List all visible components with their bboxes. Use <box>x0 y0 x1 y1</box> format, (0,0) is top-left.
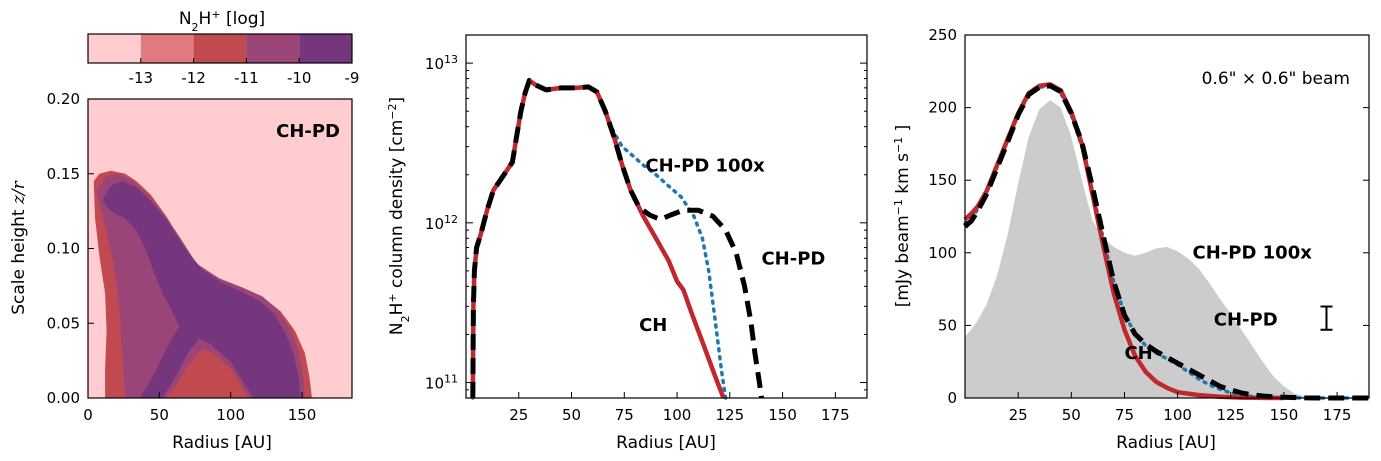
x-tick-label: 75 <box>615 406 634 424</box>
y-tick-label: 0.05 <box>47 314 80 332</box>
x-tick-label: 50 <box>562 406 581 424</box>
colorbar-cell <box>140 34 194 63</box>
series-line <box>470 77 764 399</box>
x-tick-label: 75 <box>1115 406 1134 424</box>
x-tick-label: 175 <box>821 406 850 424</box>
y-tick-label: 150 <box>928 171 957 189</box>
x-tick-label: 50 <box>150 406 169 424</box>
y-tick-label: 250 <box>928 26 957 44</box>
intensity-panel: 25 50 75 100 125 150 175 0 50 100 150 200 250 CH-PD … <box>892 26 1371 453</box>
series-annotation: CH <box>639 315 667 336</box>
colorbar-frame <box>87 33 353 64</box>
series-annotation: CH-PD 100x <box>645 155 765 176</box>
series-annotation: CH-PD 100x <box>1193 243 1313 264</box>
colorbar-label: N2H+ [log] <box>179 8 265 34</box>
column-density-ylabel: N2H+ column density [cm−2] <box>386 97 412 335</box>
colorbar-cell <box>299 34 352 63</box>
y-tick-label: 0.00 <box>47 389 80 407</box>
series-annotation: CH <box>1124 343 1152 364</box>
x-tick-label: 25 <box>509 406 528 424</box>
heatmap-panel: 0 50 100 150 0.00 0.05 0.10 0.15 0.20 CH-PD Radi… <box>9 90 353 453</box>
contour-region <box>102 181 301 398</box>
series-annotation: CH-PD <box>1214 309 1278 330</box>
column-density-xlabel: Radius [AU] <box>616 433 716 453</box>
y-tick-label: 1013 <box>425 53 458 74</box>
colorbar-cell <box>88 34 141 63</box>
x-tick-label: 150 <box>768 406 797 424</box>
colorbar-tick-label: -13 <box>129 69 154 87</box>
x-tick-label: 25 <box>1009 406 1028 424</box>
heatmap-annotation: CH-PD <box>276 121 340 142</box>
x-tick-label: 125 <box>1216 406 1245 424</box>
x-tick-label: 175 <box>1323 406 1352 424</box>
y-tick-label: 0.15 <box>47 165 80 183</box>
x-tick-label: 100 <box>216 406 245 424</box>
y-tick-label: 50 <box>938 316 957 334</box>
heatmap-ylabel: Scale height z/r <box>9 180 29 314</box>
column-density-frame <box>465 34 868 399</box>
y-tick-label: 0.10 <box>47 240 80 258</box>
y-tick-label: 100 <box>928 244 957 262</box>
intensity-xlabel: Radius [AU] <box>1116 433 1216 453</box>
intensity-ylabel: [mJy beam−1 km s−1 ] <box>892 125 914 307</box>
colorbar-tick-label: -12 <box>181 69 206 87</box>
x-tick-label: 50 <box>1062 406 1081 424</box>
colorbar-tick-label: -11 <box>234 69 259 87</box>
column-density-panel: 25 50 75 100 125 150 175 1011 1012 1013 CH-PD 100… <box>386 34 868 453</box>
intensity-frame <box>964 34 1370 399</box>
y-tick-label: 1011 <box>425 372 458 393</box>
x-tick-label: 150 <box>288 406 317 424</box>
x-tick-label: 100 <box>663 406 692 424</box>
series-line <box>963 83 1369 401</box>
observed-area <box>965 100 1314 399</box>
colorbar-tick-label: -10 <box>287 69 312 87</box>
series-annotation: CH-PD <box>761 248 825 269</box>
x-tick-label: 125 <box>715 406 744 424</box>
series-line <box>963 84 1371 400</box>
x-tick-label: 100 <box>1163 406 1192 424</box>
colorbar-tick-label: -9 <box>345 69 360 87</box>
y-tick-label: 0.20 <box>47 90 80 108</box>
y-tick-label: 1012 <box>425 212 458 233</box>
colorbar-cell <box>193 34 247 63</box>
beam-label: 0.6" × 0.6" beam <box>1202 69 1350 89</box>
x-tick-label: 0 <box>83 406 93 424</box>
y-tick-label: 200 <box>928 99 957 117</box>
colorbar: N2H+ [log] -13 -12 -11 -10 -9 <box>87 8 360 87</box>
x-tick-label: 150 <box>1270 406 1299 424</box>
colorbar-cell <box>246 34 300 63</box>
heatmap-xlabel: Radius [AU] <box>172 433 272 453</box>
y-tick-label: 0 <box>947 389 957 407</box>
